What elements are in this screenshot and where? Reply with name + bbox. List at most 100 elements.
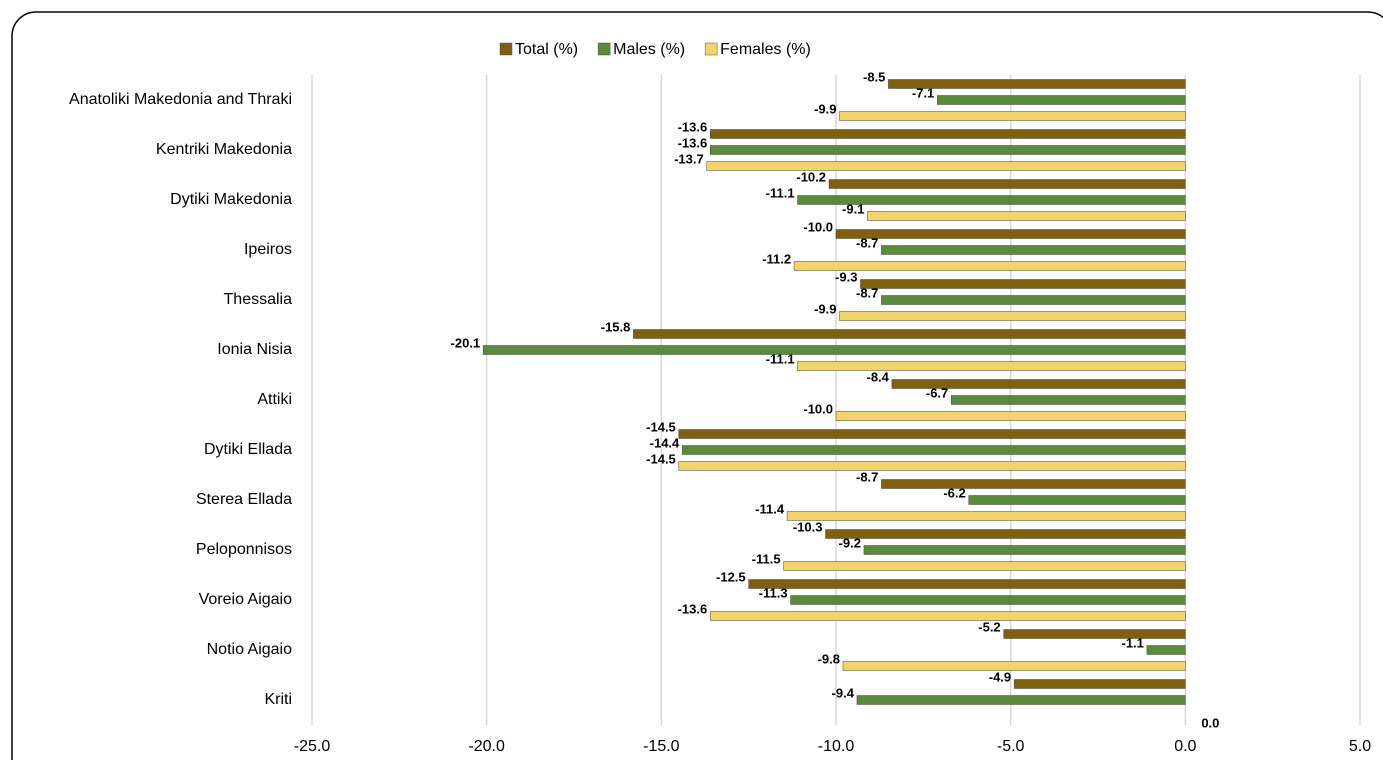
bar (678, 461, 1186, 471)
legend-label: Total (%) (515, 41, 578, 58)
y-tick-label: Voreio Aigaio (199, 591, 293, 608)
bar (842, 661, 1186, 671)
data-label: -11.1 (766, 185, 795, 200)
data-label: -10.3 (793, 519, 823, 534)
data-label: -9.4 (832, 685, 855, 700)
legend-label: Males (%) (613, 41, 685, 58)
data-label: -9.9 (814, 301, 836, 316)
data-label: -14.5 (646, 451, 676, 466)
data-label: -11.5 (752, 551, 781, 566)
data-label: -8.5 (863, 69, 885, 84)
data-label: -20.1 (451, 335, 481, 350)
bar (968, 495, 1186, 505)
data-label: -11.4 (755, 501, 785, 516)
data-label: -13.6 (678, 601, 708, 616)
bar (856, 695, 1186, 705)
data-label: -13.7 (674, 151, 704, 166)
y-tick-label: Peloponnisos (196, 541, 292, 558)
bar (828, 179, 1186, 189)
data-label: -15.8 (601, 319, 631, 334)
bar (867, 211, 1186, 221)
data-label: -13.6 (678, 135, 708, 150)
bar (633, 329, 1186, 339)
data-label: -9.2 (839, 535, 861, 550)
data-label: 0.0 (1201, 715, 1219, 730)
data-label: -9.9 (814, 101, 836, 116)
legend-swatch (704, 42, 718, 56)
data-label: -6.2 (943, 485, 965, 500)
data-label: -10.2 (796, 169, 826, 184)
legend-swatch (499, 42, 513, 56)
y-tick-label: Sterea Ellada (196, 491, 292, 508)
data-label: -8.7 (856, 285, 878, 300)
bar (786, 511, 1186, 521)
data-label: -8.7 (856, 469, 878, 484)
bar (678, 429, 1186, 439)
bar (860, 279, 1186, 289)
data-label: -14.5 (646, 419, 676, 434)
data-label: -10.0 (803, 401, 833, 416)
bar (891, 379, 1186, 389)
bar (839, 111, 1186, 121)
y-tick-label: Attiki (257, 391, 292, 408)
y-tick-label: Anatoliki Makedonia and Thraki (69, 91, 292, 108)
bar (881, 295, 1186, 305)
y-tick-label: Dytiki Makedonia (170, 191, 292, 208)
bar (881, 245, 1186, 255)
data-label: -4.9 (989, 669, 1011, 684)
bar (881, 479, 1186, 489)
bar (937, 95, 1186, 105)
bar (835, 411, 1186, 421)
data-label: -13.6 (678, 119, 708, 134)
data-label: -9.3 (835, 269, 857, 284)
y-tick-label: Ipeiros (244, 241, 292, 258)
x-tick-label: -20.0 (468, 738, 505, 755)
data-label: -1.1 (1122, 635, 1144, 650)
y-tick-label: Ionia Nisia (217, 341, 292, 358)
bar (1146, 645, 1186, 655)
bar (825, 529, 1186, 539)
data-label: -6.7 (926, 385, 948, 400)
bar (709, 145, 1186, 155)
data-label: -14.4 (650, 435, 680, 450)
data-label: -11.1 (766, 351, 795, 366)
data-label: -7.1 (912, 85, 934, 100)
data-label: -11.2 (762, 251, 791, 266)
bar (835, 229, 1186, 239)
x-tick-label: -25.0 (294, 738, 331, 755)
x-tick-label: 5.0 (1349, 738, 1371, 755)
bar (482, 345, 1186, 355)
y-tick-label: Kriti (264, 691, 292, 708)
data-label: -8.7 (856, 235, 878, 250)
bar (797, 361, 1186, 371)
bar (790, 595, 1186, 605)
bar (951, 395, 1186, 405)
bar (839, 311, 1186, 321)
bar (783, 561, 1186, 571)
legend-swatch (597, 42, 611, 56)
x-tick-label: -10.0 (818, 738, 855, 755)
x-tick-label: 0.0 (1174, 738, 1196, 755)
legend-label: Females (%) (720, 41, 811, 58)
bar (1013, 679, 1186, 689)
bar (682, 445, 1186, 455)
y-tick-label: Kentriki Makedonia (156, 141, 292, 158)
bar (748, 579, 1186, 589)
bar (793, 261, 1186, 271)
data-label: -10.0 (803, 219, 833, 234)
y-tick-label: Thessalia (224, 291, 293, 308)
bar (706, 161, 1186, 171)
data-label: -11.3 (759, 585, 788, 600)
bar (1003, 629, 1186, 639)
y-tick-label: Dytiki Ellada (204, 441, 292, 458)
data-label: -5.2 (978, 619, 1000, 634)
data-label: -8.4 (866, 369, 889, 384)
data-label: -12.5 (716, 569, 746, 584)
x-tick-label: -15.0 (643, 738, 680, 755)
bar (709, 129, 1186, 139)
data-label: -9.1 (842, 201, 864, 216)
bar (797, 195, 1186, 205)
y-tick-label: Notio Aigaio (207, 641, 292, 658)
data-label: -9.8 (818, 651, 840, 666)
